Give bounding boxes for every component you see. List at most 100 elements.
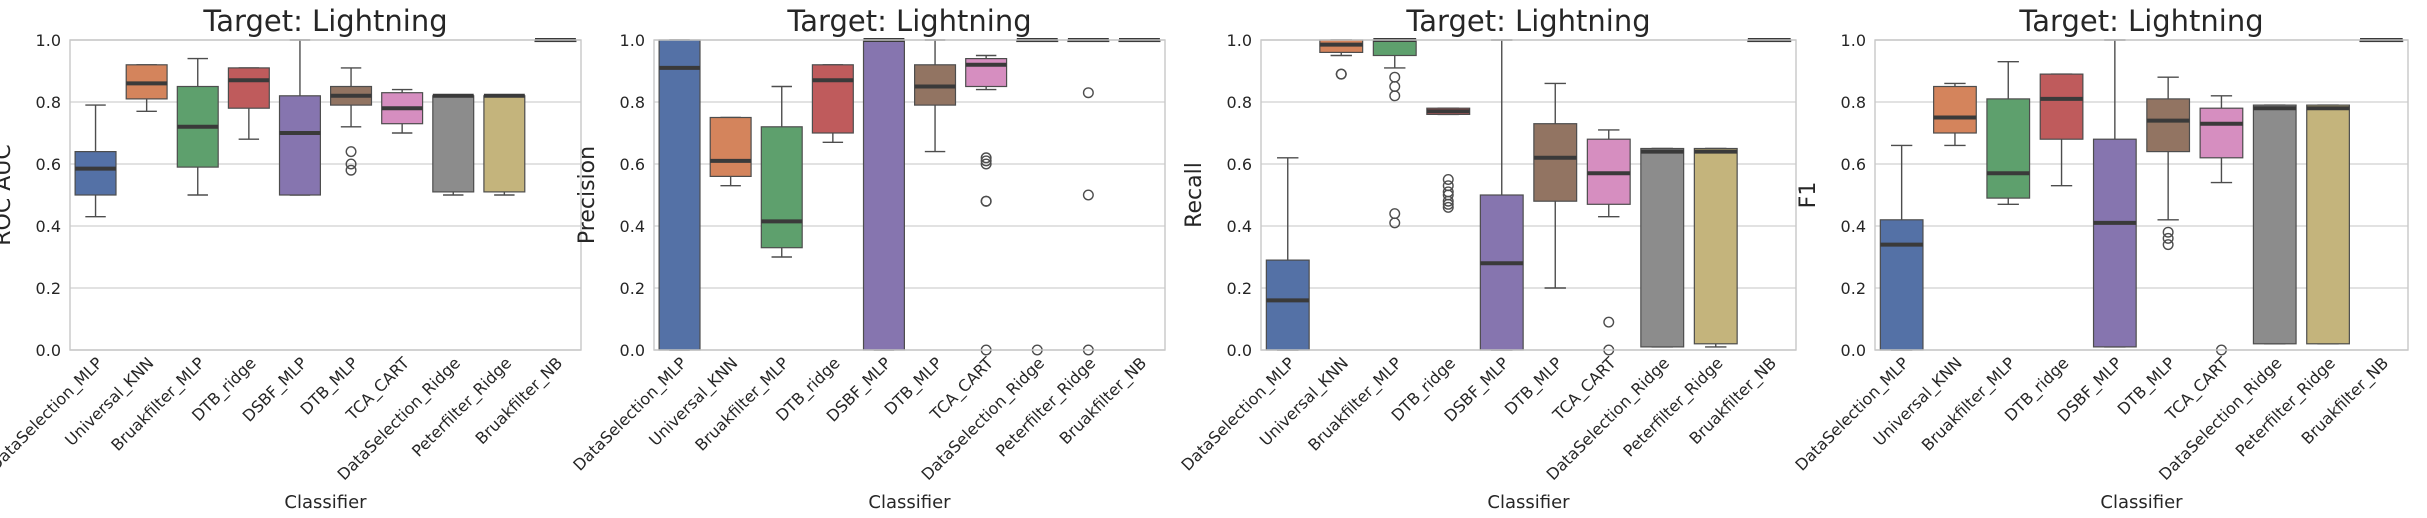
- box-iqr: [432, 95, 475, 193]
- box-DataSelection_Ridge: [1640, 147, 1685, 348]
- y-tick-label: 0.6: [1841, 155, 1866, 174]
- outlier-point: [2162, 232, 2174, 244]
- y-axis-label: Precision: [575, 146, 600, 244]
- y-tick-label: 1.0: [1841, 31, 1866, 50]
- x-tick-label: Bruakfilter_NB: [1056, 353, 1151, 448]
- outlier-point: [345, 164, 357, 176]
- y-tick-label: 1.0: [1227, 31, 1252, 50]
- outlier-point: [1389, 217, 1401, 229]
- box-iqr: [965, 57, 1008, 88]
- y-tick-label: 0.8: [620, 93, 645, 112]
- outlier-point: [2162, 239, 2174, 251]
- box-DTB_ridge: [227, 67, 270, 140]
- box-DSBF_MLP: [862, 38, 905, 351]
- box-DataSelection_MLP: [74, 104, 117, 218]
- box-DTB_ridge: [811, 64, 854, 144]
- outlier-point: [1082, 189, 1094, 201]
- plot-frame: [1260, 39, 1797, 351]
- outlier-point: [980, 195, 992, 207]
- outlier-point: [980, 155, 992, 167]
- box-iqr: [1533, 123, 1578, 202]
- y-tick-label: 0.8: [1227, 93, 1252, 112]
- box-DTB_ridge: [1426, 107, 1471, 213]
- y-axis-label: Recall: [1182, 162, 1207, 228]
- x-tick-label: Universal_KNN: [645, 353, 742, 450]
- chart-panel-3: 0.00.20.40.60.81.0DataSelection_MLPUnive…: [1791, 4, 2409, 513]
- box-iqr: [2199, 107, 2244, 159]
- y-tick-label: 0.0: [36, 341, 61, 360]
- box-DataSelection_MLP: [1879, 144, 1924, 351]
- box-iqr: [2146, 98, 2191, 153]
- y-tick-label: 0.6: [36, 155, 61, 174]
- y-tick-label: 1.0: [36, 31, 61, 50]
- outlier-point: [345, 146, 357, 158]
- outlier-point: [345, 158, 357, 170]
- x-axis-label: Classifier: [284, 492, 367, 513]
- box-iqr: [1265, 259, 1310, 351]
- outlier-point: [1389, 90, 1401, 102]
- box-Universal_KNN: [709, 116, 752, 187]
- plot-area: [654, 40, 1165, 350]
- chart-title: Target: Lightning: [1405, 4, 1650, 38]
- box-DTB_MLP: [1533, 82, 1578, 289]
- box-iqr: [278, 95, 321, 196]
- box-iqr: [709, 116, 752, 178]
- y-tick-label: 0.8: [36, 93, 61, 112]
- box-DTB_ridge: [2039, 73, 2084, 187]
- y-axis-label: F1: [1796, 182, 1821, 209]
- box-Universal_KNN: [125, 64, 168, 113]
- box-TCA_CART: [2199, 95, 2244, 356]
- box-DSBF_MLP: [2092, 39, 2137, 348]
- box-DSBF_MLP: [278, 39, 321, 196]
- y-tick-label: 0.4: [1841, 217, 1866, 236]
- box-TCA_CART: [965, 54, 1008, 356]
- chart-title: Target: Lightning: [786, 4, 1031, 38]
- box-iqr: [1879, 219, 1924, 351]
- outlier-point: [980, 152, 992, 164]
- outlier-point: [1603, 316, 1615, 328]
- y-tick-label: 0.2: [36, 279, 61, 298]
- box-iqr: [2092, 138, 2137, 348]
- box-DataSelection_Ridge: [432, 93, 475, 196]
- box-iqr: [1640, 147, 1685, 348]
- chart-panel-2: 0.00.20.40.60.81.0DataSelection_MLPUnive…: [1177, 4, 1797, 513]
- box-Universal_KNN: [1933, 82, 1977, 147]
- plot-frame: [1874, 39, 2409, 351]
- box-Peterfilter_Ridge: [1693, 147, 1738, 348]
- outlier-point: [1335, 68, 1347, 80]
- x-tick-label: Bruakfilter_MLP: [1918, 353, 2020, 455]
- box-DTB_MLP: [330, 67, 373, 176]
- box-Bruakfilter_MLP: [176, 57, 219, 196]
- plot-frame: [69, 39, 582, 351]
- x-tick-label: Bruakfilter_MLP: [1304, 353, 1406, 455]
- box-Bruakfilter_MLP: [760, 85, 803, 258]
- box-iqr: [74, 151, 117, 196]
- box-iqr: [862, 39, 905, 351]
- y-tick-label: 0.4: [620, 217, 645, 236]
- y-tick-label: 0.0: [620, 341, 645, 360]
- outlier-point: [2162, 226, 2174, 238]
- y-axis-label: ROC AUC: [0, 144, 16, 245]
- outlier-point: [1442, 201, 1454, 213]
- box-iqr: [760, 126, 803, 249]
- x-axis-label: Classifier: [868, 492, 951, 513]
- box-iqr: [1479, 194, 1524, 351]
- box-DataSelection_MLP: [658, 39, 701, 351]
- box-iqr: [2039, 73, 2084, 140]
- box-iqr: [2306, 104, 2350, 345]
- box-iqr: [1986, 98, 2031, 199]
- x-axis-label: Classifier: [1487, 492, 1570, 513]
- box-DTB_MLP: [2146, 76, 2191, 251]
- x-tick-label: Peterfilter_Ridge: [2232, 353, 2340, 461]
- y-tick-label: 0.0: [1227, 341, 1252, 360]
- box-DTB_MLP: [914, 39, 957, 153]
- box-DSBF_MLP: [1479, 39, 1524, 351]
- y-tick-label: 0.6: [1227, 155, 1252, 174]
- box-Peterfilter_Ridge: [483, 93, 526, 196]
- x-tick-label: Peterfilter_Ridge: [1619, 353, 1727, 461]
- box-iqr: [811, 64, 854, 134]
- x-tick-label: Universal_KNN: [61, 353, 158, 450]
- outlier-point: [1442, 173, 1454, 185]
- y-tick-label: 0.8: [1841, 93, 1866, 112]
